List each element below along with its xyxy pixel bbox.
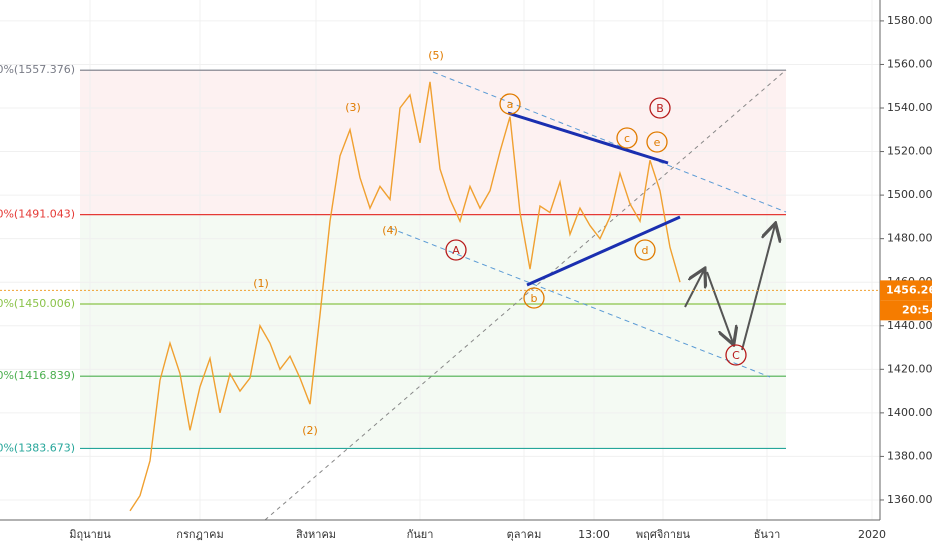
price-line (129, 81, 681, 512)
countdown-tag (880, 300, 932, 321)
triangle-line (507, 111, 669, 165)
wave-circle (649, 97, 671, 119)
y-tick-label: 1440.000 (887, 319, 932, 332)
fib-levels: 0.00%(1557.376) 23.60%(1491.043) 38.20%(14… (0, 63, 786, 454)
wave-circle (523, 287, 545, 309)
triangle-line (526, 215, 681, 287)
channel-line (432, 71, 787, 213)
price (129, 81, 681, 512)
wave-label: (1) (253, 277, 269, 290)
wave-circle (499, 93, 521, 115)
y-tick-label: 1560.000 (887, 57, 932, 70)
axis-labels: 1360.000 1380.000 1400.000 1420.000 1440.000… (69, 14, 932, 541)
projection-arrow (684, 270, 704, 308)
fib-label: 50.00%(1416.839) (0, 369, 75, 382)
wave-label: A (452, 244, 460, 257)
x-tick-label: ตุลาคม (507, 528, 542, 541)
y-tick-label: 1400.000 (887, 406, 932, 419)
countdown-label: 20:54 (902, 303, 932, 316)
wave-label: c (624, 132, 630, 145)
x-tick-label: ธันวา (754, 528, 781, 541)
x-tick-label: มิถุนายน (69, 528, 111, 541)
wave-circle (646, 131, 668, 153)
y-tick-label: 1380.000 (887, 449, 932, 462)
wave-labels: (5) (3) (1) (2) (4) a b c d e A B C (253, 49, 747, 437)
y-tick-label: 1500.000 (887, 188, 932, 201)
wave-circle (616, 127, 638, 149)
price-tag (880, 280, 932, 301)
x-tick-label: พฤศจิกายน (636, 528, 691, 541)
wave-label: (5) (428, 49, 444, 62)
fib-trend (264, 69, 787, 521)
y-tick-label: 1480.000 (887, 232, 932, 245)
x-tick-label: กันยา (407, 528, 434, 541)
wave-circle (725, 344, 747, 366)
projection-arrow (741, 225, 775, 351)
fib-zone (80, 70, 786, 215)
y-tick-label: 1360.000 (887, 493, 932, 506)
wave-label: (3) (345, 101, 361, 114)
wave-circle (634, 239, 656, 261)
wave-label: a (507, 98, 514, 111)
y-tick-label: 1520.000 (887, 145, 932, 158)
x-tick-label: กรกฎาคม (176, 528, 223, 541)
fib-label: 23.60%(1491.043) (0, 208, 75, 221)
y-tick-label: 1580.000 (887, 14, 932, 27)
y-tick-label: 1540.000 (887, 101, 932, 114)
grid (0, 0, 880, 520)
fib-label: 61.80%(1383.673) (0, 441, 75, 454)
x-tick-label: สิงหาคม (296, 528, 336, 541)
fib-label: 38.20%(1450.006) (0, 297, 75, 310)
price-tag-label: 1456.263 (886, 283, 932, 296)
fib-zone (80, 215, 786, 448)
wave-label: (2) (302, 424, 318, 437)
fib-label: 0.00%(1557.376) (0, 63, 75, 76)
y-tick-label: 1420.000 (887, 362, 932, 375)
x-tick-label: 13:00 (578, 528, 610, 541)
wave-label: b (531, 292, 538, 305)
x-tick-label: 2020 (858, 528, 886, 541)
wave-label: C (732, 349, 740, 362)
wave-label: e (654, 136, 661, 149)
projection-arrow (706, 271, 733, 343)
wave-label: d (642, 244, 649, 257)
price-axis (880, 0, 932, 550)
wave-label: B (656, 102, 664, 115)
wave-circle (445, 239, 467, 261)
wave-label: (4) (382, 224, 398, 237)
